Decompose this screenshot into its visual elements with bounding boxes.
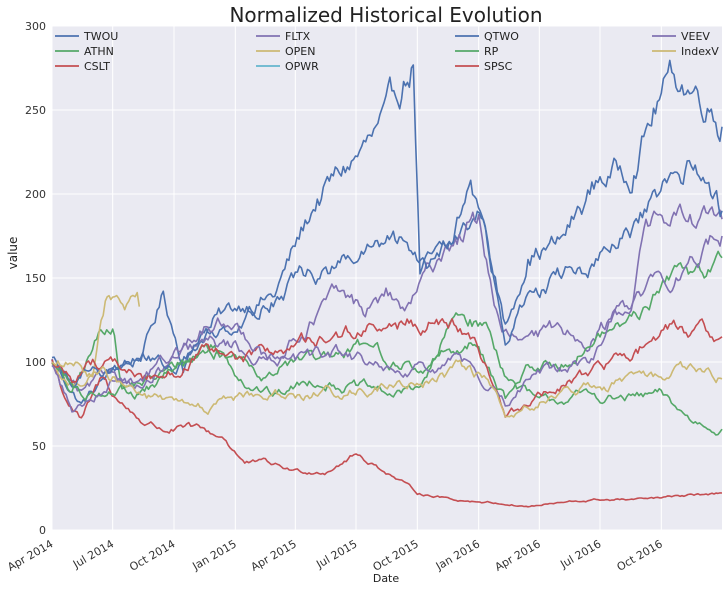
chart-title: Normalized Historical Evolution [229, 3, 542, 27]
series-line-spsc [51, 318, 723, 418]
legend: TWOU ATHN CSLT FLTX OPEN OPWR QTWO RP SPSC VEEV In… [55, 30, 719, 73]
x-tick-label: Oct 2016 [615, 537, 665, 574]
legend-label-cslt: CSLT [84, 60, 110, 73]
series-line-open [51, 291, 141, 387]
x-tick-label: Jul 2016 [557, 537, 603, 571]
series-lines [51, 59, 723, 508]
y-tick-label: 100 [25, 356, 46, 369]
x-tick-label: Oct 2014 [127, 537, 177, 574]
legend-label-qtwo: QTWO [484, 30, 519, 43]
x-tick-label: Apr 2015 [249, 537, 299, 574]
x-tick-label: Jul 2015 [313, 537, 359, 571]
series-line-veev [51, 234, 723, 413]
legend-label-fltx: FLTX [285, 30, 311, 43]
y-tick-label: 150 [25, 272, 46, 285]
legend-label-rp: RP [484, 45, 499, 58]
series-line-cslt [51, 362, 723, 508]
legend-label-opwr: OPWR [285, 60, 319, 73]
legend-label-open: OPEN [285, 45, 315, 58]
y-axis-label: value [6, 237, 20, 270]
series-line-twou [51, 59, 723, 404]
x-tick-label: Apr 2016 [493, 537, 543, 574]
y-axis-ticks: 0 50 100 150 200 250 300 [25, 20, 46, 537]
legend-label-twou: TWOU [83, 30, 118, 43]
series-line-qtwo [51, 159, 723, 388]
x-tick-label: Jan 2016 [433, 537, 482, 573]
x-axis-ticks: Apr 2014 Jul 2014 Oct 2014 Jan 2015 Apr 2015… [5, 537, 665, 574]
series-line-fltx [51, 203, 723, 392]
x-tick-label: Jan 2015 [190, 537, 239, 573]
legend-label-veev: VEEV [681, 30, 710, 43]
legend-label-indexv: IndexV [681, 45, 719, 58]
legend-label-spsc: SPSC [484, 60, 513, 73]
y-tick-label: 300 [25, 20, 46, 33]
x-axis-label: Date [373, 572, 400, 585]
x-tick-label: Apr 2014 [5, 537, 55, 574]
y-tick-label: 50 [32, 440, 46, 453]
legend-label-athn: ATHN [84, 45, 114, 58]
y-tick-label: 0 [39, 524, 46, 537]
x-tick-label: Jul 2014 [70, 537, 116, 571]
y-tick-label: 250 [25, 104, 46, 117]
y-tick-label: 200 [25, 188, 46, 201]
x-tick-label: Oct 2015 [371, 537, 421, 574]
gridlines [51, 25, 722, 531]
series-line-indexv [51, 359, 723, 418]
